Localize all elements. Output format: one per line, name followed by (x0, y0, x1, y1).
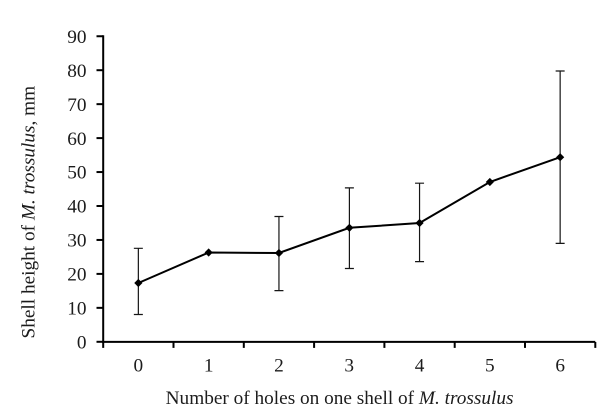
svg-text:6: 6 (555, 356, 565, 377)
svg-text:20: 20 (67, 265, 86, 286)
svg-text:2: 2 (274, 356, 284, 377)
svg-text:70: 70 (67, 95, 86, 116)
svg-text:80: 80 (67, 61, 86, 82)
svg-text:0: 0 (77, 332, 87, 353)
svg-text:3: 3 (344, 356, 354, 377)
svg-text:4: 4 (415, 356, 425, 377)
svg-text:5: 5 (485, 356, 495, 377)
svg-text:Shell height of M. trossulus,: Shell height of M. trossulus, mm (19, 86, 40, 339)
svg-text:10: 10 (67, 299, 86, 320)
svg-text:30: 30 (67, 231, 86, 252)
svg-text:Number of holes on one shell o: Number of holes on one shell of M. tross… (166, 388, 514, 409)
svg-text:60: 60 (67, 129, 86, 150)
svg-text:0: 0 (134, 356, 144, 377)
svg-text:1: 1 (204, 356, 214, 377)
svg-text:40: 40 (67, 197, 86, 218)
svg-text:90: 90 (67, 27, 86, 48)
svg-text:50: 50 (67, 163, 86, 184)
